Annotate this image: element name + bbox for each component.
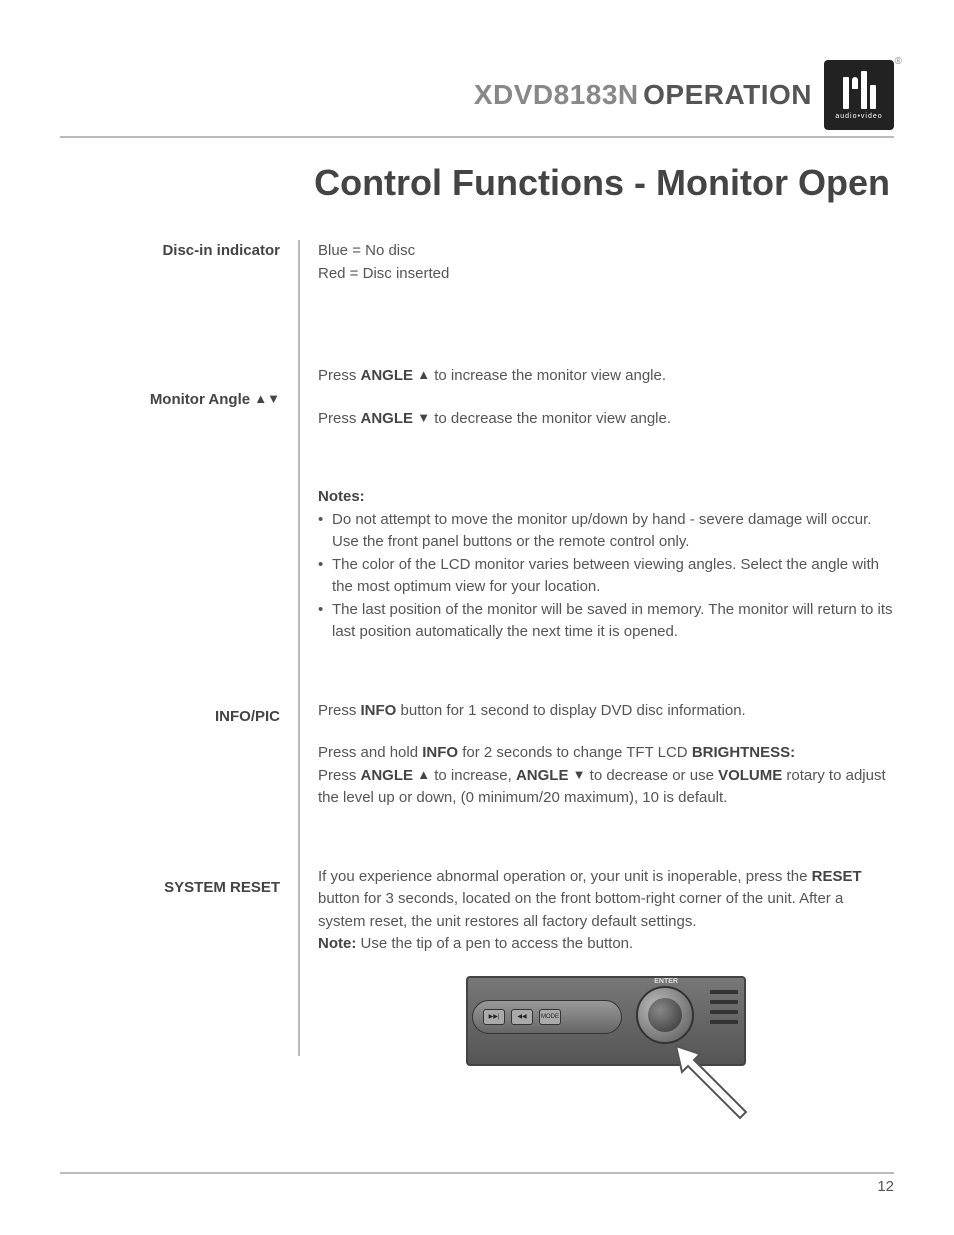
triangle-down-icon: ▼ bbox=[573, 767, 586, 782]
triangle-up-icon: ▲ bbox=[254, 391, 267, 406]
reset-note: Note: Use the tip of a pen to access the… bbox=[318, 933, 894, 956]
content-grid: Disc-in indicator Monitor Angle ▲▼ INFO/… bbox=[60, 240, 894, 1066]
info-p2: Press and hold INFO for 2 seconds to cha… bbox=[318, 742, 894, 765]
monitor-angle-p2: Press ANGLE ▼ to decrease the monitor vi… bbox=[318, 408, 894, 431]
disc-in-line2: Red = Disc inserted bbox=[318, 263, 894, 286]
registered-icon: ® bbox=[895, 56, 902, 67]
device-btn: MODE bbox=[539, 1009, 561, 1025]
enter-label: ENTER bbox=[654, 978, 678, 985]
reset-p1: If you experience abnormal operation or,… bbox=[318, 866, 894, 934]
labels-column: Disc-in indicator Monitor Angle ▲▼ INFO/… bbox=[60, 240, 298, 1066]
monitor-angle-p1: Press ANGLE ▲ to increase the monitor vi… bbox=[318, 365, 894, 388]
body-column: Blue = No disc Red = Disc inserted Press… bbox=[300, 240, 894, 1066]
reset-figure: ▶▶| ◀◀ MODE ENTER bbox=[318, 976, 894, 1066]
note-2: The color of the LCD monitor varies betw… bbox=[332, 554, 894, 599]
page-title: Control Functions - Monitor Open bbox=[60, 162, 894, 204]
label-disc-in: Disc-in indicator bbox=[60, 240, 280, 261]
disc-in-line1: Blue = No disc bbox=[318, 240, 894, 263]
header-title: XDVD8183N OPERATION bbox=[474, 79, 812, 111]
triangle-up-icon: ▲ bbox=[417, 367, 430, 382]
triangle-up-icon: ▲ bbox=[417, 767, 430, 782]
device-illustration: ▶▶| ◀◀ MODE ENTER bbox=[466, 976, 746, 1066]
triangle-down-icon: ▼ bbox=[267, 391, 280, 406]
note-3: The last position of the monitor will be… bbox=[332, 599, 894, 644]
device-btn: ◀◀ bbox=[511, 1009, 533, 1025]
label-monitor-angle: Monitor Angle ▲▼ bbox=[60, 389, 280, 410]
logo-subtext: audio•video bbox=[835, 113, 882, 120]
model-number: XDVD8183N bbox=[474, 79, 639, 110]
note-1: Do not attempt to move the monitor up/do… bbox=[332, 509, 894, 554]
dual-logo: ® audio•video bbox=[824, 60, 894, 130]
page-footer: 12 bbox=[60, 1172, 894, 1195]
label-system-reset: SYSTEM RESET bbox=[60, 877, 280, 898]
notes-heading: Notes: bbox=[318, 488, 365, 505]
label-info-pic: INFO/PIC bbox=[60, 706, 280, 727]
page-header: XDVD8183N OPERATION ® audio•video bbox=[60, 60, 894, 138]
vent-lines-icon bbox=[710, 990, 738, 1024]
logo-bars-icon bbox=[843, 71, 876, 109]
page-number: 12 bbox=[877, 1178, 894, 1195]
notes-block: Notes: •Do not attempt to move the monit… bbox=[318, 486, 894, 644]
operation-word: OPERATION bbox=[643, 79, 812, 110]
device-btn: ▶▶| bbox=[483, 1009, 505, 1025]
info-p1: Press INFO button for 1 second to displa… bbox=[318, 700, 894, 723]
info-p3: Press ANGLE ▲ to increase, ANGLE ▼ to de… bbox=[318, 765, 894, 810]
pointer-arrow-icon bbox=[656, 1026, 776, 1146]
triangle-down-icon: ▼ bbox=[417, 410, 430, 425]
